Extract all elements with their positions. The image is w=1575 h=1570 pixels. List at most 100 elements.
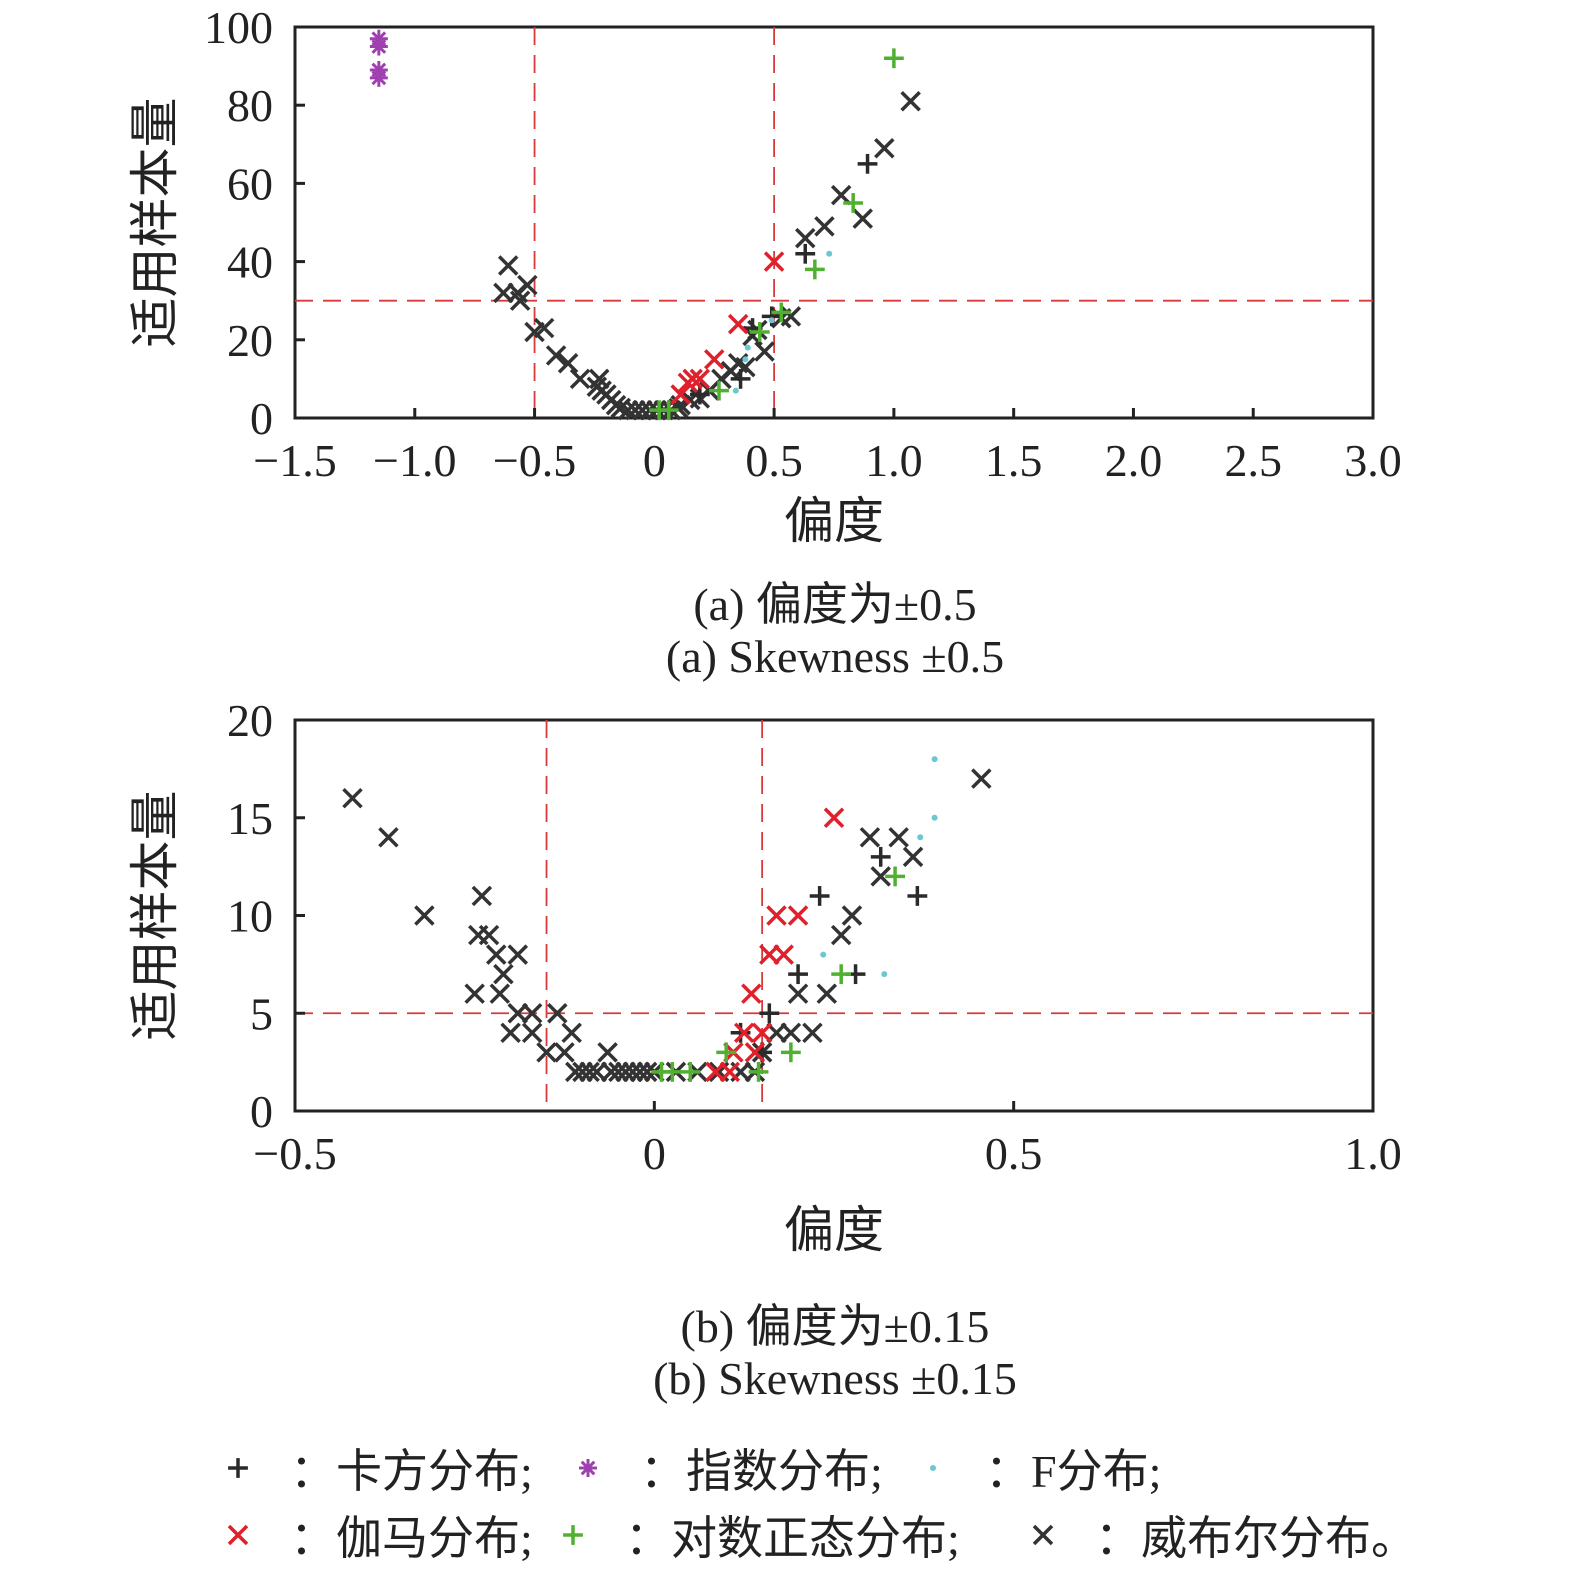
point-f (881, 971, 888, 978)
point-weibull-stroke (830, 924, 852, 946)
legend-marker-chi (228, 1458, 248, 1478)
point-f (931, 814, 938, 821)
point-gamma-stroke (727, 313, 749, 335)
point-weibull-stroke (414, 905, 435, 926)
legend-label: ：伽马分布; (290, 1513, 533, 1564)
point-chi (730, 369, 751, 389)
point-gamma-stroke (744, 1042, 766, 1063)
point-gamma (787, 905, 809, 926)
point-weibull (521, 1022, 543, 1044)
x-tick-label: 0 (643, 1128, 666, 1179)
point-weibull-stroke (902, 846, 924, 868)
point-weibull-stroke (830, 184, 852, 206)
point-weibull (342, 787, 363, 809)
point-gamma-stroke (682, 368, 703, 390)
point-weibull (900, 91, 921, 112)
point-gamma (703, 349, 725, 370)
point-weibull (517, 274, 538, 296)
point-weibull-stroke (795, 227, 816, 249)
point-gamma (733, 1022, 755, 1044)
point-weibull (579, 1061, 600, 1083)
point-gamma (751, 1022, 773, 1044)
point-weibull (816, 983, 838, 1004)
point-weibull-stroke (507, 944, 529, 965)
point-gamma (763, 251, 785, 272)
point-weibull (500, 1022, 521, 1044)
point-weibull (802, 1022, 823, 1044)
legend-item-lognormal: ：对数正态分布; (555, 1502, 960, 1568)
point-lognormal (831, 964, 852, 985)
y-tick-label: 40 (227, 237, 273, 288)
x-tick-label: −1.5 (253, 435, 336, 486)
x-tick-label: 2.5 (1224, 435, 1282, 486)
point-weibull-stroke (814, 216, 835, 237)
point-lognormal (680, 1062, 701, 1082)
point-lognormal (748, 1062, 769, 1082)
point-weibull-stroke (489, 983, 511, 1004)
point-weibull (830, 924, 852, 946)
x-tick-label: 1.5 (985, 435, 1043, 486)
y-tick-label: 10 (227, 891, 273, 942)
y-tick-label: 100 (204, 2, 273, 53)
point-lognormal (771, 302, 792, 323)
point-gamma (741, 983, 762, 1004)
point-weibull (497, 255, 519, 276)
point-gamma-stroke (719, 1061, 741, 1083)
point-weibull-stroke (536, 1042, 557, 1063)
point-weibull-stroke (636, 1061, 658, 1083)
x-tick-label: −0.5 (493, 435, 576, 486)
point-weibull-stroke (378, 827, 399, 848)
point-weibull (795, 227, 816, 249)
point-f-dot (732, 387, 739, 394)
point-chi (857, 153, 878, 174)
point-weibull-stroke (900, 91, 921, 112)
point-weibull (888, 827, 909, 848)
point-f (820, 951, 827, 958)
point-gamma (719, 1061, 741, 1083)
legend-marker-exp-stroke (580, 1460, 596, 1476)
point-gamma-stroke (763, 251, 785, 272)
point-weibull (814, 216, 835, 237)
legend-marker-weibull (1032, 1524, 1054, 1546)
y-axis-label: 适用样本量 (127, 98, 183, 348)
point-weibull (533, 317, 555, 339)
point-chi (795, 243, 816, 264)
point-weibull (852, 208, 873, 229)
point-weibull-stroke (521, 1022, 543, 1044)
point-weibull-stroke (500, 1022, 521, 1044)
point-f (917, 834, 924, 841)
legend-label: ：F分布; (985, 1446, 1162, 1497)
point-lognormal (658, 400, 679, 421)
point-weibull (471, 885, 493, 907)
legend-marker-gamma-stroke (227, 1524, 249, 1546)
point-weibull (830, 184, 852, 206)
x-tick-label: 1.0 (1344, 1128, 1402, 1179)
point-f (732, 387, 739, 394)
x-tick-label: −0.5 (253, 1128, 336, 1179)
point-gamma (670, 384, 691, 405)
point-gamma-stroke (766, 905, 787, 926)
point-weibull (489, 983, 511, 1004)
point-weibull-stroke (816, 983, 838, 1004)
point-weibull (780, 306, 802, 327)
point-weibull (971, 768, 992, 789)
point-gamma-stroke (689, 368, 711, 390)
point-lognormal (883, 48, 904, 69)
point-chi (907, 886, 928, 906)
point-weibull-stroke (521, 1003, 543, 1024)
point-weibull (636, 1061, 658, 1083)
point-weibull (378, 827, 399, 848)
point-gamma-stroke (751, 1022, 773, 1044)
point-weibull (754, 341, 775, 362)
point-weibull (841, 905, 863, 926)
caption-a-en: (a) Skewness ±0.5 (665, 631, 1005, 682)
x-tick-label: 2.0 (1105, 435, 1163, 486)
point-chi (809, 886, 830, 906)
plot-frame (293, 25, 1375, 420)
point-gamma (689, 368, 711, 390)
point-gamma (744, 1042, 766, 1063)
x-axis-label: 偏度 (784, 493, 884, 549)
legend-item-chi: ：卡方分布; (220, 1435, 533, 1501)
point-exp (369, 37, 388, 56)
point-chi (730, 1022, 751, 1043)
